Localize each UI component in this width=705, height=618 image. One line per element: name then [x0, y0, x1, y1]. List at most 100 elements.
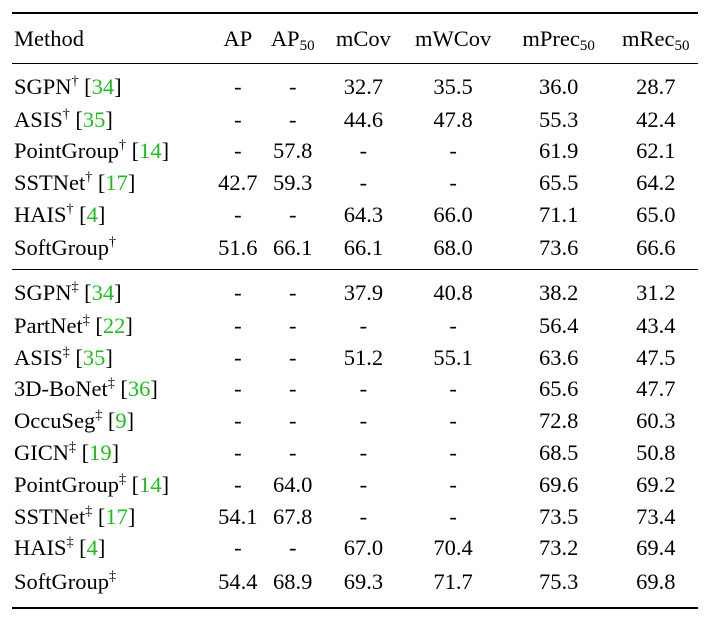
method-name: SGPN [14, 279, 72, 305]
citation-link[interactable]: 34 [91, 279, 115, 305]
method-cell: PointGroup† [14] [14, 138, 170, 164]
method-mark: ‡ [62, 344, 70, 360]
mcov-cell: - [359, 376, 368, 402]
mwcov-cell: 35.5 [433, 73, 473, 99]
method-cell: PointGroup‡ [14] [14, 471, 170, 497]
method-name: SoftGroup [14, 234, 109, 260]
citation-link[interactable]: 14 [139, 471, 162, 497]
ap-cell: - [234, 376, 242, 402]
table-row: SoftGroup‡ 54.4 68.9 69.3 71.7 75.3 69.8 [12, 564, 698, 609]
mprec-cell: 55.3 [538, 106, 579, 132]
table-row: SSTNet‡ [17] 54.1 67.8 - - 73.5 73.4 [12, 501, 698, 533]
method-cell: SGPN† [34] [14, 73, 122, 99]
mprec-cell: 65.5 [538, 170, 579, 196]
citation-link[interactable]: 17 [105, 170, 128, 196]
ap-cell: - [234, 106, 242, 132]
mcov-cell: 66.1 [324, 231, 403, 271]
method-name: ASIS [14, 106, 63, 132]
mrec-cell: 69.4 [636, 535, 676, 561]
table-row: GICN‡ [19] - - - - 68.5 50.8 [12, 437, 698, 469]
ap50-cell: - [288, 312, 297, 338]
mwcov-cell: 68.0 [402, 231, 504, 271]
mrec-cell: 69.8 [613, 564, 698, 609]
citation-link[interactable]: 4 [86, 535, 98, 561]
ap50-cell: - [288, 279, 297, 305]
ap50-cell: - [288, 106, 297, 132]
mprec-cell: 38.2 [538, 279, 579, 305]
method-mark: ‡ [66, 535, 74, 551]
header-ap50: AP50 [261, 12, 325, 64]
ap50-cell: - [288, 73, 297, 99]
ap-cell: - [234, 344, 242, 370]
mcov-cell: 32.7 [343, 73, 384, 99]
citation-link[interactable]: 9 [115, 408, 127, 434]
mprec-cell: 69.6 [538, 471, 579, 497]
citation-link[interactable]: 14 [139, 138, 162, 164]
mcov-cell: - [359, 471, 368, 497]
method-mark: ‡ [107, 376, 115, 392]
mrec-cell: 31.2 [636, 279, 676, 305]
method-name: HAIS [14, 535, 67, 561]
method-cell: HAIS‡ [4] [14, 535, 106, 561]
mwcov-cell: 71.7 [402, 564, 504, 609]
ap-cell: - [234, 312, 242, 338]
ap-cell: - [234, 408, 242, 434]
mrec-cell: 62.1 [636, 138, 676, 164]
table-row: ASIS† [35] - - 44.6 47.8 55.3 42.4 [12, 104, 698, 136]
citation-link[interactable]: 36 [127, 376, 151, 402]
citation-link[interactable]: 19 [89, 440, 112, 466]
mrec-cell: 47.7 [636, 376, 676, 402]
mwcov-cell: - [449, 471, 457, 497]
method-name: PartNet [14, 312, 83, 338]
citation-link[interactable]: 35 [82, 106, 106, 132]
citation-link[interactable]: 35 [82, 344, 106, 370]
table-row: PointGroup‡ [14] - 64.0 - - 69.6 69.2 [12, 469, 698, 501]
table-row: PartNet‡ [22] - - - - 56.4 43.4 [12, 310, 698, 342]
header-mrec-sub: 50 [674, 38, 690, 55]
table-row: ASIS‡ [35] - - 51.2 55.1 63.6 47.5 [12, 342, 698, 374]
method-mark: ‡ [95, 408, 103, 424]
citation-link[interactable]: 17 [105, 503, 128, 529]
mprec-cell: 36.0 [538, 73, 579, 99]
ap50-cell: - [288, 344, 297, 370]
citation-link[interactable]: 34 [91, 73, 115, 99]
method-cell: SSTNet‡ [17] [14, 503, 136, 529]
table-group-double-dagger: SGPN‡ [34] - - 37.9 40.8 38.2 31.2 PartNet‡ [22… [12, 270, 698, 609]
method-name: 3D-BoNet [14, 376, 108, 402]
method-cell: SGPN‡ [34] [14, 279, 122, 305]
header-mprec-main: mPrec [522, 26, 580, 52]
citation-link[interactable]: 22 [102, 312, 126, 338]
mrec-cell: 43.4 [636, 312, 676, 338]
method-mark: ‡ [119, 471, 127, 487]
mcov-cell: - [359, 170, 368, 196]
method-cell: OccuSeg‡ [9] [14, 408, 135, 434]
mrec-cell: 64.2 [636, 170, 676, 196]
ap50-cell: 67.8 [273, 503, 313, 529]
mwcov-cell: 70.4 [433, 535, 473, 561]
mprec-cell: 63.6 [538, 344, 579, 370]
table-row: HAIS‡ [4] - - 67.0 70.4 73.2 69.4 [12, 533, 698, 565]
table-row: HAIS† [4] - - 64.3 66.0 71.1 65.0 [12, 199, 698, 231]
mwcov-cell: 55.1 [433, 344, 473, 370]
table-row: SSTNet† [17] 42.7 59.3 - - 65.5 64.2 [12, 168, 698, 200]
citation-link[interactable]: 4 [86, 202, 98, 228]
mwcov-cell: - [449, 138, 457, 164]
ap-cell: - [234, 440, 242, 466]
mrec-cell: 69.2 [636, 471, 676, 497]
mprec-cell: 73.6 [503, 231, 614, 271]
mprec-cell: 71.1 [538, 202, 579, 228]
mcov-cell: - [359, 138, 368, 164]
mcov-cell: 64.3 [343, 202, 384, 228]
method-cell: ASIS† [35] [14, 106, 113, 132]
ap50-cell: 66.1 [261, 231, 325, 271]
header-mprec-sub: 50 [579, 38, 595, 55]
mcov-cell: - [359, 408, 368, 434]
table-row: SoftGroup† 51.6 66.1 66.1 68.0 73.6 66.6 [12, 231, 698, 271]
method-cell: ASIS‡ [35] [14, 344, 113, 370]
mrec-cell: 73.4 [636, 503, 676, 529]
method-mark: † [119, 138, 127, 154]
mwcov-cell: 66.0 [433, 202, 473, 228]
mwcov-cell: 40.8 [433, 279, 473, 305]
mprec-cell: 73.2 [538, 535, 579, 561]
mrec-cell: 50.8 [636, 440, 676, 466]
